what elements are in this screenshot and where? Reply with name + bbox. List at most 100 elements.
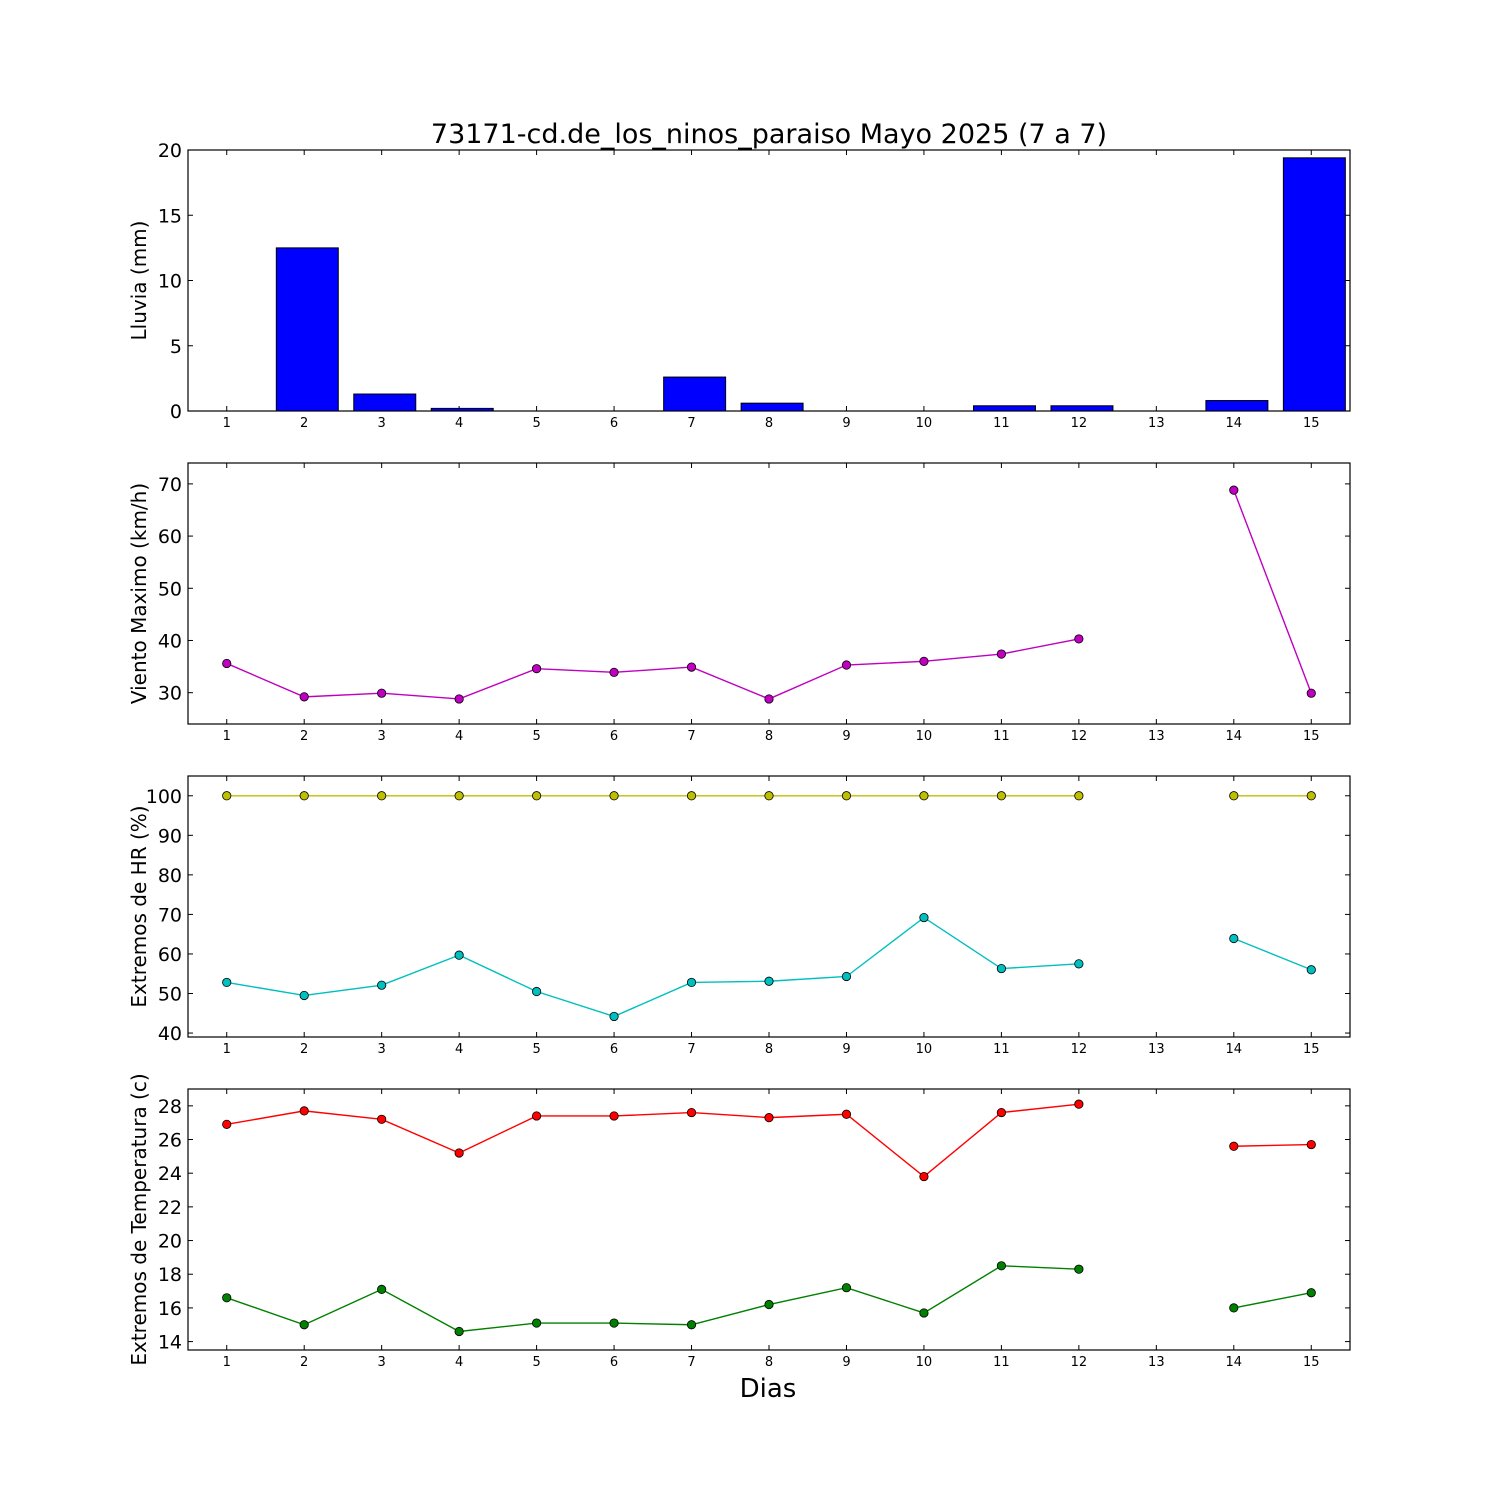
x-tick-label: 13	[1148, 1042, 1165, 1057]
data-point	[764, 791, 774, 801]
data-point	[1306, 1139, 1316, 1150]
data-point	[686, 977, 697, 988]
series-line	[226, 638, 1080, 700]
data-point	[996, 1261, 1007, 1271]
x-tick-label: 14	[1226, 1042, 1243, 1057]
x-tick-label: 1	[223, 729, 231, 744]
data-point	[222, 658, 232, 669]
y-axis-label: Extremos de HR (%)	[127, 805, 151, 1007]
y-tick-label: 20	[158, 140, 182, 162]
y-tick-label: 90	[158, 825, 182, 847]
x-tick-label: 5	[532, 1042, 540, 1057]
x-tick-label: 8	[765, 1042, 773, 1057]
data-point	[609, 667, 619, 677]
y-axis-label: Lluvia (mm)	[127, 221, 151, 341]
series-1	[222, 791, 1316, 801]
x-tick-label: 5	[532, 729, 540, 744]
x-tick-label: 8	[765, 1355, 773, 1370]
x-tick-label: 4	[455, 416, 463, 431]
x-tick-label: 10	[916, 1042, 933, 1057]
series-line	[226, 1265, 1079, 1333]
data-point	[996, 1107, 1007, 1118]
data-point	[919, 912, 929, 923]
data-point	[841, 1283, 852, 1293]
x-tick-label: 3	[378, 1355, 386, 1370]
data-point	[222, 791, 232, 801]
series-line	[226, 1103, 1079, 1178]
x-tick-label: 6	[610, 1042, 618, 1057]
data-point	[377, 980, 387, 990]
y-tick-label: 20	[158, 1231, 182, 1253]
bar	[430, 407, 494, 412]
x-tick-label: 5	[532, 1355, 540, 1370]
bar	[1282, 157, 1346, 412]
y-tick-label: 0	[170, 401, 182, 423]
data-point	[1074, 1264, 1084, 1274]
series-line	[1233, 1143, 1312, 1147]
axes-frame	[187, 149, 1351, 412]
y-axis-label: Viento Maximo (km/h)	[127, 483, 151, 704]
series-2	[222, 1261, 1316, 1337]
y-tick-label: 60	[158, 944, 182, 966]
y-tick-label: 5	[170, 336, 182, 358]
data-point	[996, 649, 1007, 659]
series-1	[222, 485, 1316, 704]
x-tick-label: 11	[993, 1355, 1010, 1370]
data-point	[996, 963, 1007, 974]
y-tick-label: 22	[158, 1197, 182, 1219]
y-tick-label: 24	[158, 1163, 182, 1185]
data-point	[1306, 1288, 1316, 1298]
data-point	[764, 976, 774, 986]
y-tick-label: 70	[158, 904, 182, 926]
x-axis-label: Dias	[740, 1374, 797, 1404]
bar	[740, 402, 804, 412]
data-point	[377, 791, 387, 801]
x-tick-label: 15	[1303, 416, 1320, 431]
data-point	[531, 1318, 542, 1328]
y-tick-label: 26	[158, 1130, 182, 1152]
x-tick-label: 9	[842, 729, 850, 744]
data-point	[299, 990, 309, 1001]
x-tick-label: 8	[765, 416, 773, 431]
x-tick-label: 13	[1148, 1355, 1165, 1370]
data-point	[377, 1114, 387, 1124]
axes-frame	[187, 775, 1351, 1038]
x-tick-label: 10	[916, 1355, 933, 1370]
data-point	[531, 1111, 542, 1121]
x-tick-label: 15	[1303, 1355, 1320, 1370]
x-tick-label: 14	[1226, 416, 1243, 431]
y-axis-label: Extremos de Temperatura (c)	[127, 1073, 151, 1365]
bar	[1205, 400, 1269, 412]
data-point	[222, 1119, 232, 1129]
y-tick-label: 40	[158, 1023, 182, 1045]
x-tick-label: 2	[300, 729, 308, 744]
data-point	[764, 1113, 774, 1123]
x-tick-label: 2	[300, 1355, 308, 1370]
y-tick-label: 60	[158, 526, 182, 548]
data-point	[841, 971, 852, 982]
x-tick-label: 9	[842, 416, 850, 431]
data-point	[1306, 688, 1316, 698]
x-tick-label: 14	[1226, 729, 1243, 744]
data-point	[764, 1299, 774, 1310]
data-point	[1074, 959, 1084, 969]
x-tick-label: 1	[223, 1042, 231, 1057]
data-point	[1074, 1099, 1084, 1109]
x-tick-label: 1	[223, 1355, 231, 1370]
data-point	[609, 791, 619, 801]
bar	[275, 247, 339, 412]
series-1	[222, 1099, 1316, 1182]
y-tick-label: 100	[146, 786, 182, 808]
series-line	[1233, 489, 1312, 694]
data-point	[686, 662, 697, 672]
x-tick-label: 5	[532, 416, 540, 431]
data-point	[1074, 634, 1084, 644]
data-point	[299, 692, 309, 702]
x-tick-label: 8	[765, 729, 773, 744]
x-tick-label: 15	[1303, 1042, 1320, 1057]
data-point	[609, 1318, 619, 1328]
